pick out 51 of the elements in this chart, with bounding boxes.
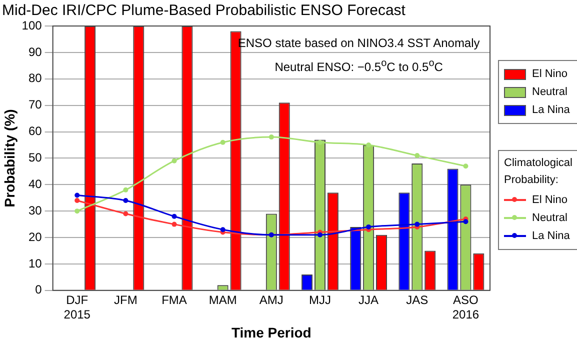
legend-title: Climatological Probability: [504,156,572,188]
x-tick-label: MJJ [308,292,331,307]
point [74,208,80,214]
x-tick-label: MAM [208,292,237,307]
legend-label: La Nina [532,104,570,116]
y-tick-label: 90 [28,44,42,59]
x-tick-label: JAS [406,292,428,307]
point [74,198,80,204]
y-tick-label: 80 [28,71,42,86]
point [123,211,128,216]
y-tick-label: 10 [28,256,42,270]
y-tick-label: 100 [22,18,42,32]
y-tick-label: 70 [28,98,42,112]
y-tick-label: 0 [35,282,42,297]
x-tick-label: JFM [114,292,138,307]
x-tick-label: ASO 2016 [452,292,480,322]
y-tick-label: 40 [28,176,42,191]
point [317,232,322,238]
point [414,222,420,227]
y-tick-label: 50 [28,150,42,165]
point [317,140,322,145]
point [220,140,226,145]
point [220,227,226,232]
chart-title: Mid-Dec IRI/CPC Plume-Based Probabilistic ENSO Forecast [2,2,406,20]
point [268,134,274,140]
point [463,219,468,224]
point [463,164,468,169]
point [172,214,177,219]
x-tick-label: AMJ [259,292,284,307]
point [414,153,420,158]
x-axis-title: Time Period [231,324,312,340]
y-tick-label: 60 [28,124,42,138]
x-tick-label: FMA [162,292,187,307]
point [172,158,177,164]
point [366,224,372,230]
y-tick-label: 30 [28,203,42,218]
point [123,187,128,192]
legend-label: El Nino [532,194,568,206]
point [123,198,128,204]
legend-label: Neutral [532,86,568,98]
point [74,192,80,198]
annotation: Neutral ENSO: −0.5$^{o}$C to 0.5$^{o}$C [274,58,444,74]
x-tick-label: JJA [358,292,379,307]
legend-label: La Nina [532,230,570,242]
legend-label: Neutral [532,212,568,224]
point [366,142,372,148]
y-tick-label: 20 [28,230,42,244]
x-tick-label: DJF 2015 [64,292,91,322]
y-axis-title: Probability (%) [1,109,18,208]
legend-label: El Nino [532,68,568,80]
point [172,222,177,227]
